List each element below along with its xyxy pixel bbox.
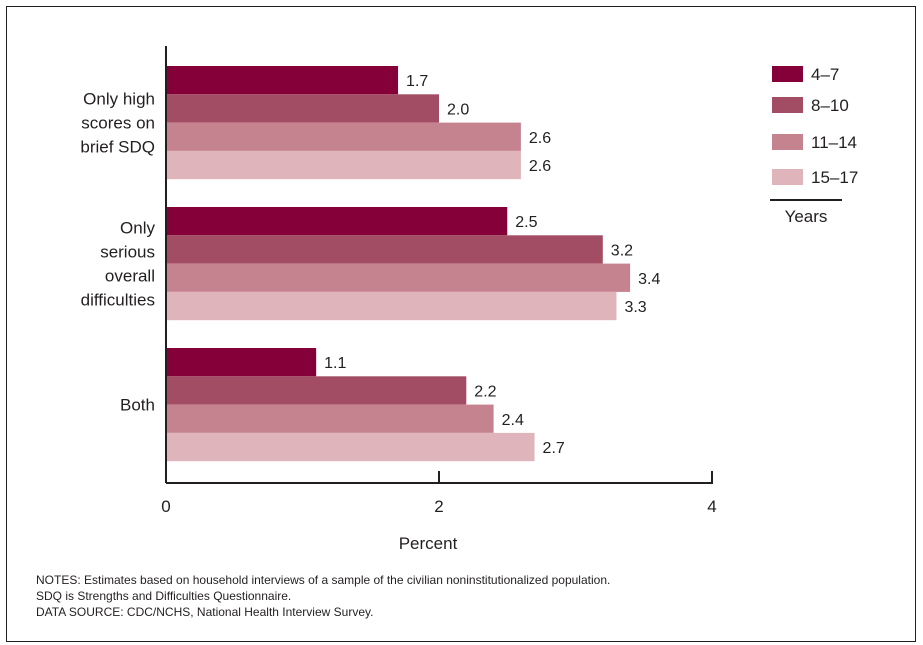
bar-2-3 — [166, 263, 631, 292]
data-source-line: DATA SOURCE: CDC/NCHS, National Health I… — [36, 605, 374, 619]
legend-swatch — [772, 97, 803, 113]
bar-value-label: 1.1 — [324, 355, 346, 372]
x-axis-title: Percent — [399, 534, 458, 553]
figure-frame — [6, 6, 916, 642]
category-label: overall — [105, 267, 155, 286]
category-label: Both — [120, 396, 155, 415]
bar-value-label: 2.2 — [474, 383, 496, 400]
bar-1-3 — [166, 122, 521, 151]
legend-swatch — [772, 134, 803, 150]
bar-value-label: 3.4 — [638, 271, 660, 288]
bar-value-label: 3.3 — [624, 299, 646, 316]
legend-title: Years — [785, 207, 828, 226]
category-label: Only high — [83, 90, 155, 109]
bar-value-label: 2.7 — [543, 440, 565, 457]
legend-label: 8–10 — [811, 96, 849, 115]
bar-1-4 — [166, 150, 521, 180]
bar-3-4 — [166, 432, 535, 462]
category-label: Only — [120, 219, 155, 238]
labels-layer: 1.7 2.0 2.6 2.6 Only high scores on brief SDQ 2… — [80, 73, 716, 553]
x-tick-label: 4 — [707, 497, 716, 516]
x-tick-label: 0 — [161, 497, 170, 516]
legend-label: 4–7 — [811, 65, 839, 84]
bar-2-4 — [166, 291, 617, 321]
notes-line-2: SDQ is Strengths and Difficulties Questi… — [36, 589, 292, 603]
bar-2-2 — [166, 235, 603, 264]
legend-label: 15–17 — [811, 168, 858, 187]
category-label: serious — [100, 243, 155, 262]
bar-value-label: 1.7 — [406, 73, 428, 90]
x-tick-label: 2 — [434, 497, 443, 516]
bar-value-label: 2.6 — [529, 158, 551, 175]
legend: 4–7 8–10 11–14 15–17 Years — [770, 65, 858, 226]
bar-value-label: 2.6 — [529, 130, 551, 147]
bar-1-2 — [166, 94, 439, 123]
bar-value-label: 3.2 — [611, 242, 633, 259]
bar-2-1 — [166, 207, 508, 236]
legend-swatch — [772, 66, 803, 82]
bar-1-1 — [166, 66, 399, 95]
category-label: difficulties — [81, 291, 155, 310]
category-label: scores on — [81, 114, 155, 133]
bar-3-3 — [166, 404, 494, 433]
notes-line-1: NOTES: Estimates based on household inte… — [36, 573, 611, 587]
legend-label: 11–14 — [811, 133, 857, 152]
axes-layer — [165, 46, 713, 484]
category-label: brief SDQ — [80, 138, 155, 157]
bar-value-label: 2.0 — [447, 101, 469, 118]
bar-value-label: 2.4 — [502, 412, 524, 429]
bar-value-label: 2.5 — [515, 214, 537, 231]
bar-3-2 — [166, 376, 467, 405]
bars-layer — [166, 66, 631, 462]
bar-3-1 — [166, 348, 317, 377]
legend-swatch — [772, 169, 803, 185]
